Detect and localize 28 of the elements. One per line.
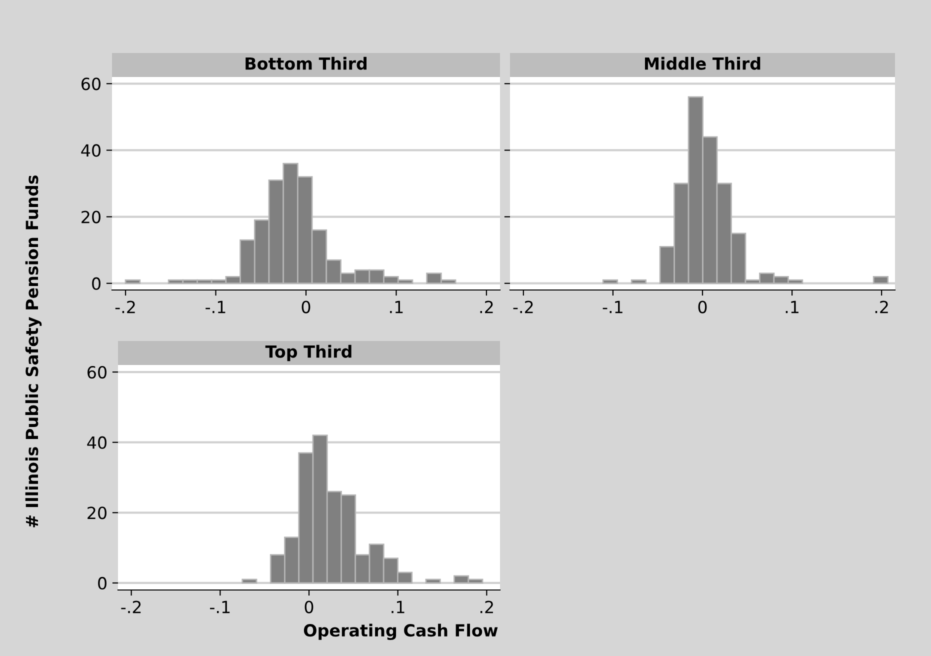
x-tick-label: 0 bbox=[302, 300, 310, 314]
y-tick-label: 20 bbox=[82, 210, 100, 224]
x-tick-label: -.1 bbox=[210, 600, 230, 614]
x-tick-label: .2 bbox=[875, 300, 888, 314]
x-tick-label: .1 bbox=[392, 600, 404, 614]
x-tick-label: -.1 bbox=[206, 300, 226, 314]
x-tick-label: .1 bbox=[390, 300, 403, 314]
y-tick-label: 20 bbox=[88, 506, 106, 520]
chart-title: Bottom Third bbox=[246, 56, 367, 70]
x-tick-label: .2 bbox=[480, 600, 493, 614]
y-tick-label: 60 bbox=[82, 78, 100, 90]
x-tick-label: 0 bbox=[304, 600, 314, 614]
y-tick-label: 40 bbox=[87, 436, 106, 449]
x-tick-label: -.2 bbox=[513, 300, 533, 314]
x-tick-label: -.2 bbox=[115, 300, 135, 314]
y-tick-label: 60 bbox=[88, 366, 106, 379]
x-tick-label: 0 bbox=[698, 300, 707, 314]
chart-title: Middle Third bbox=[644, 56, 760, 70]
y-tick-label: 0 bbox=[92, 277, 100, 290]
x-axis-title: Operating Cash Flow bbox=[304, 624, 498, 640]
y-tick-label: 40 bbox=[81, 144, 100, 157]
x-tick-label: -.2 bbox=[121, 600, 141, 614]
chart-title: Top Third bbox=[265, 344, 352, 362]
y-tick-label: 0 bbox=[98, 576, 106, 590]
x-tick-label: -.1 bbox=[602, 300, 622, 314]
x-tick-label: .1 bbox=[786, 300, 798, 314]
y-axis-title: # Illinois Public Safety Pension Funds bbox=[25, 175, 42, 528]
x-tick-label: .2 bbox=[480, 300, 493, 314]
